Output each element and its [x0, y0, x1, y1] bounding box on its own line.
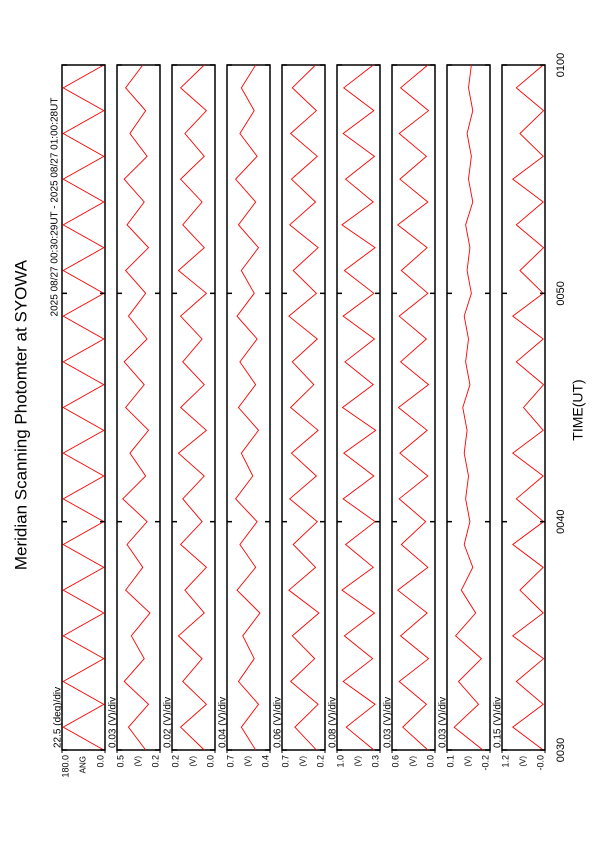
panel-scale: 0.03 (V)/div	[383, 697, 394, 748]
x-tick-label: 0030	[555, 738, 567, 762]
panel-unit: (V)	[464, 756, 473, 767]
trace	[177, 64, 208, 751]
panel-scale: 0.06 (V)/div	[273, 697, 284, 748]
panel-frame	[116, 64, 161, 751]
y-tick-label: 0.5	[115, 755, 125, 768]
panel-unit: (V)	[409, 756, 418, 767]
panel-scale: 0.04 (V)/div	[218, 697, 229, 748]
panel-frame	[61, 64, 106, 751]
title: Meridian Scanning Photomter at SYOWA	[11, 259, 30, 570]
panel-frame	[171, 64, 216, 751]
y-tick-label: -0.0	[535, 755, 545, 771]
panel-frame	[281, 64, 326, 751]
panel-frame	[226, 64, 271, 751]
rotated-chart: Meridian Scanning Photomter at SYOWA 2025…	[11, 53, 585, 778]
x-tick-label: 0050	[555, 281, 567, 305]
y-tick-label: -0.2	[480, 755, 490, 771]
y-tick-label: 0.0	[205, 755, 215, 768]
panel-frame	[336, 64, 381, 751]
trace	[341, 64, 377, 751]
y-tick-label: 0.7	[225, 755, 235, 768]
trace	[453, 64, 484, 751]
panel-scale: 0.08 (V)/div	[328, 697, 339, 748]
panel-unit: (V)	[244, 756, 253, 767]
y-tick-label: 0.4	[260, 755, 270, 768]
panel-scale: 0.15 (V)/div	[493, 697, 504, 748]
panel-scale: 22.5 (deg)/div	[53, 687, 64, 748]
subtitle: 2025 08/27 00:30:29UT - 2025 08/27 01:00…	[50, 98, 61, 317]
panel-unit: ANG	[79, 756, 88, 773]
y-tick-label: 1.0	[335, 755, 345, 768]
trace	[396, 64, 430, 751]
panel-frame	[446, 64, 491, 751]
panel-unit: (V)	[299, 756, 308, 767]
trace	[288, 64, 320, 751]
panel-frame	[391, 64, 436, 751]
panel-unit: (V)	[354, 756, 363, 767]
x-axis-label: TIME(UT)	[570, 379, 586, 440]
y-tick-label: 0.2	[150, 755, 160, 768]
trace	[62, 64, 105, 751]
y-tick-label: 0.6	[390, 755, 400, 768]
y-tick-label: 0.2	[315, 755, 325, 768]
y-tick-label: 1.2	[500, 755, 510, 768]
panel-unit: (V)	[189, 756, 198, 767]
y-tick-label: 0.7	[280, 755, 290, 768]
y-tick-label: 180.0	[60, 755, 70, 778]
x-tick-label: 0100	[555, 53, 567, 77]
trace	[511, 64, 545, 751]
y-tick-label: 0.0	[425, 755, 435, 768]
panel-unit: (V)	[519, 756, 528, 767]
y-tick-label: 0.0	[95, 755, 105, 768]
panel-unit: (V)	[134, 756, 143, 767]
panel-scale: 0.03 (V)/div	[108, 697, 119, 748]
y-tick-label: 0.1	[445, 755, 455, 768]
y-tick-label: 0.3	[370, 755, 380, 768]
panel-scale: 0.03 (V)/div	[438, 697, 449, 748]
trace	[122, 64, 151, 751]
x-tick-label: 0040	[555, 509, 567, 533]
y-tick-label: 0.2	[170, 755, 180, 768]
panel-scale: 0.02 (V)/div	[163, 697, 174, 748]
trace	[234, 64, 261, 751]
panel-frame	[501, 64, 546, 751]
